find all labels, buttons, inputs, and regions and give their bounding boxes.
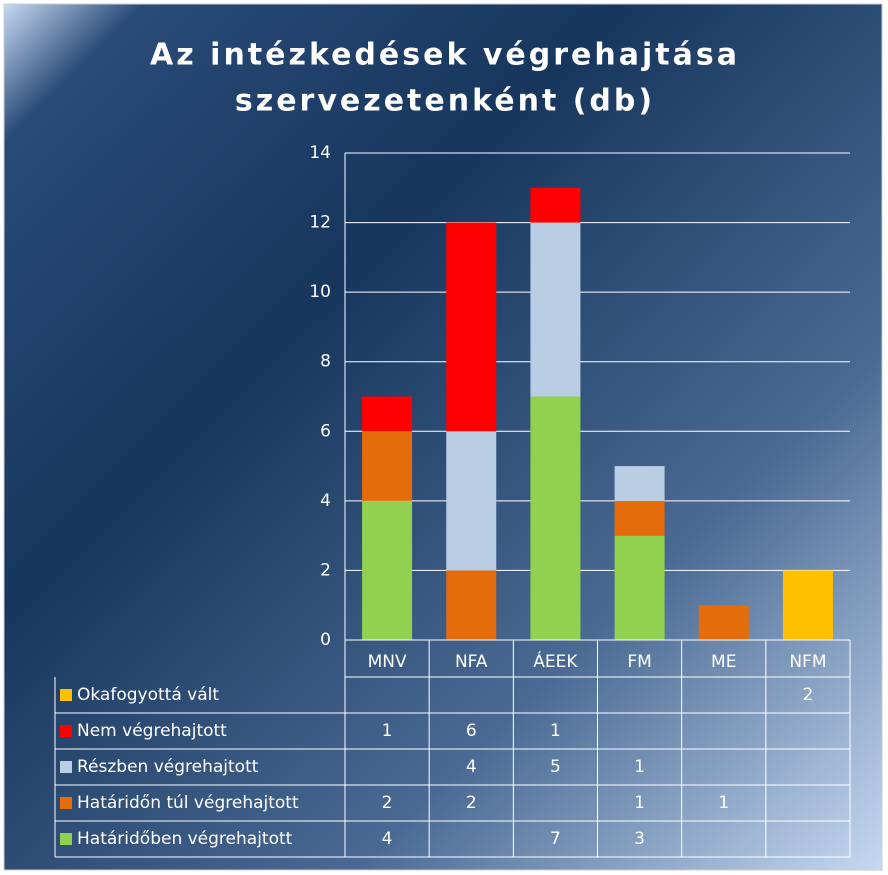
bar-segment	[446, 431, 497, 571]
x-tick-label: NFM	[789, 652, 826, 672]
table-value: 1	[634, 757, 645, 777]
table-value: 3	[634, 829, 645, 849]
chart-title: Az intézkedések végrehajtása	[150, 38, 740, 73]
bar-segment	[614, 535, 665, 640]
table-value: 2	[382, 793, 393, 813]
legend-key	[60, 761, 72, 773]
bar-segment	[530, 187, 581, 223]
bar-segment	[614, 500, 665, 536]
bar-segment	[698, 605, 749, 640]
bar-segment	[446, 570, 497, 640]
background	[3, 3, 883, 871]
x-tick-label: MNV	[368, 652, 407, 672]
x-tick-label: NFA	[455, 652, 488, 672]
y-tick-label: 4	[320, 491, 331, 511]
legend-key	[60, 833, 72, 845]
x-tick-label: FM	[627, 652, 651, 672]
legend-label: Határidőben végrehajtott	[77, 829, 293, 849]
bar-segment	[362, 396, 413, 432]
legend-label: Részben végrehajtott	[77, 757, 259, 777]
legend-key	[60, 725, 72, 737]
bar-segment	[446, 222, 497, 432]
bar-segment	[530, 222, 581, 397]
legend-label: Okafogyottá vált	[77, 685, 219, 705]
bar-segment	[782, 570, 833, 640]
y-tick-label: 10	[309, 282, 331, 302]
x-tick-label: ÁEEK	[533, 650, 578, 672]
chart-title: szervezetenként (db)	[235, 84, 655, 119]
table-value: 7	[550, 829, 561, 849]
y-tick-label: 6	[320, 421, 331, 441]
legend-key	[60, 797, 72, 809]
table-value: 6	[466, 721, 477, 741]
table-value: 1	[634, 793, 645, 813]
table-value: 4	[466, 757, 477, 777]
table-value: 5	[550, 757, 561, 777]
table-value: 1	[550, 721, 561, 741]
y-tick-label: 12	[309, 213, 331, 233]
table-value: 4	[382, 829, 393, 849]
y-tick-label: 8	[320, 352, 331, 372]
bar-segment	[362, 431, 413, 501]
table-value: 2	[466, 793, 477, 813]
bar-segment	[362, 500, 413, 640]
bar-segment	[530, 396, 581, 640]
y-tick-label: 0	[320, 630, 331, 650]
y-tick-label: 14	[309, 143, 331, 163]
legend-label: Határidőn túl végrehajtott	[77, 793, 299, 813]
legend-label: Nem végrehajtott	[77, 721, 227, 741]
y-tick-label: 2	[320, 560, 331, 580]
table-value: 1	[382, 721, 393, 741]
x-tick-label: ME	[711, 652, 736, 672]
table-value: 2	[803, 685, 814, 705]
table-value: 1	[718, 793, 729, 813]
bar-segment	[614, 466, 665, 501]
legend-key	[60, 689, 72, 701]
